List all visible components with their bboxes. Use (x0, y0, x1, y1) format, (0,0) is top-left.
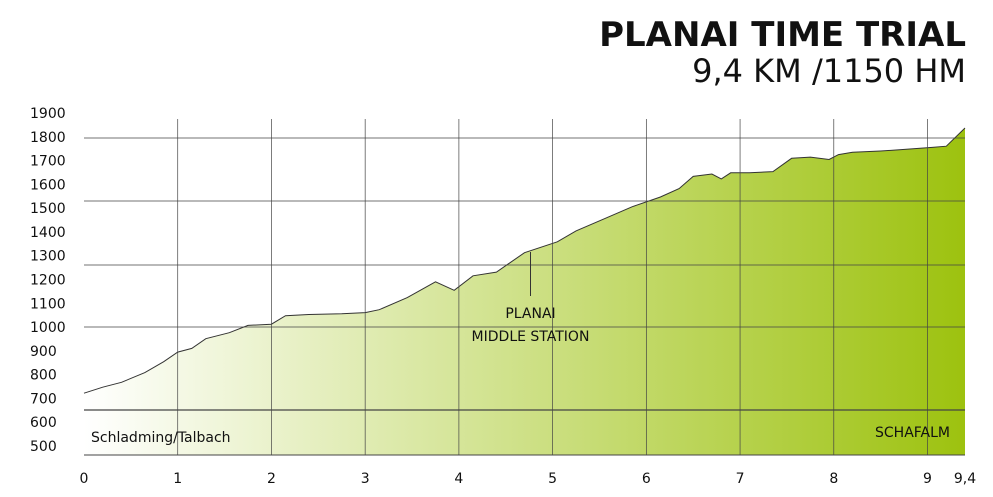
x-tick-label: 4 (454, 471, 463, 487)
x-tick-label: 3 (361, 471, 370, 487)
y-tick-label: 1100 (30, 296, 66, 312)
x-tick-label: 6 (642, 471, 651, 487)
y-tick-label: 500 (30, 439, 57, 455)
x-tick-label: 7 (736, 471, 745, 487)
y-tick-label: 1200 (30, 273, 66, 289)
y-tick-label: 900 (30, 344, 57, 360)
y-tick-label: 1400 (30, 225, 66, 241)
annotation-middle-station: MIDDLE STATION (472, 329, 590, 345)
x-tick-label: 1 (173, 471, 182, 487)
x-tick-label: 0 (80, 471, 89, 487)
y-tick-label: 1700 (30, 154, 66, 170)
y-tick-label: 1900 (30, 106, 66, 122)
elevation-area (84, 128, 965, 455)
annotation-planai: PLANAI (505, 306, 555, 322)
chart-subtitle: 9,4 KM /1150 HM (692, 52, 966, 90)
x-tick-label: 9,4 (954, 471, 976, 487)
y-tick-label: 1600 (30, 177, 66, 193)
y-tick-label: 800 (30, 368, 57, 384)
y-tick-label: 1000 (30, 320, 66, 336)
x-tick-label: 2 (267, 471, 276, 487)
y-tick-label: 1500 (30, 201, 66, 217)
y-tick-label: 1800 (30, 130, 66, 146)
y-tick-label: 700 (30, 391, 57, 407)
x-tick-label: 5 (548, 471, 557, 487)
chart-title: PLANAI TIME TRIAL (599, 15, 966, 55)
annotation-finish: SCHAFALM (875, 425, 950, 441)
x-tick-label: 9 (923, 471, 932, 487)
plot-area: 500 600 700 800 900 1000 1100 1200 1300 1400 1500 1… (30, 106, 976, 487)
elevation-line (83, 127, 966, 394)
x-tick-label: 8 (829, 471, 838, 487)
y-tick-label: 1300 (30, 249, 66, 265)
annotation-start: Schladming/Talbach (91, 430, 231, 446)
y-tick-label: 600 (30, 415, 57, 431)
